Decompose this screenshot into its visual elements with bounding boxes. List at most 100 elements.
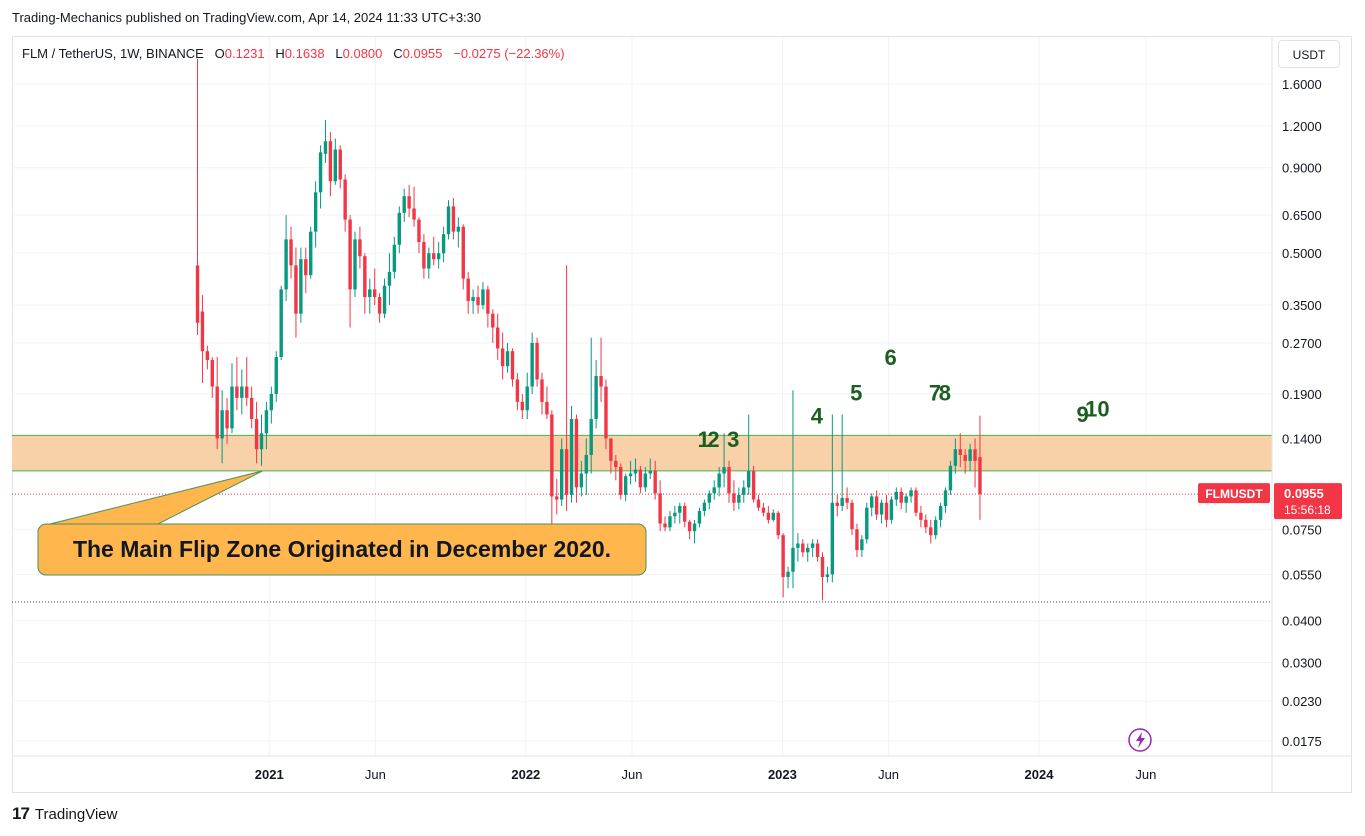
legend-close-label: C <box>393 46 403 61</box>
candle-body <box>761 507 766 513</box>
candle-body <box>269 394 274 411</box>
y-tick-label: 0.9000 <box>1282 161 1322 176</box>
candle-down <box>663 516 667 532</box>
candle-up <box>860 535 864 557</box>
candle-body <box>323 141 328 154</box>
candle-down <box>845 487 849 510</box>
candle-up <box>692 519 697 544</box>
candle-body <box>687 521 692 532</box>
y-tick-label: 0.0750 <box>1282 522 1322 537</box>
legend-low: 0.0800 <box>342 46 383 61</box>
candle-body <box>717 473 721 488</box>
candle-body <box>742 487 746 495</box>
chart-frame <box>12 36 1352 793</box>
candle-up <box>953 438 958 474</box>
candle-body <box>392 244 397 272</box>
candle-up <box>259 414 264 466</box>
candle-body <box>673 512 677 517</box>
candle-down <box>476 285 480 314</box>
candle-up <box>382 278 387 319</box>
candle-body <box>771 512 775 520</box>
candle-down <box>973 438 977 488</box>
tradingview-logo-icon: 17 <box>12 804 30 823</box>
candle-body <box>313 192 318 232</box>
candle-down <box>727 460 731 503</box>
candle-up <box>387 253 392 306</box>
candle-body <box>638 469 643 488</box>
candle-body <box>545 401 549 415</box>
candle-down <box>520 394 525 420</box>
candle-down <box>500 332 505 380</box>
candle-down <box>200 295 205 383</box>
x-tick-label: Jun <box>621 767 642 782</box>
candle-body <box>510 351 515 380</box>
footer[interactable]: 17 TradingView <box>12 804 117 824</box>
candle-down <box>348 215 352 328</box>
candle-body <box>446 206 451 235</box>
x-tick-label: 2024 <box>1025 767 1055 782</box>
candle-body <box>609 438 613 461</box>
candle-body <box>953 449 958 466</box>
candle-body <box>569 419 574 495</box>
candle-body <box>648 470 652 474</box>
candle-up <box>525 372 529 420</box>
candle-up <box>889 496 894 524</box>
candle-body <box>249 397 254 420</box>
candle-body <box>978 457 982 495</box>
callout-text: The Main Flip Zone Originated in Decembe… <box>73 536 611 562</box>
candle-down <box>766 506 771 524</box>
x-tick-label: 2022 <box>511 767 540 782</box>
candle-body <box>756 499 761 508</box>
symbol-legend[interactable]: FLM / TetherUS, 1W, BINANCE O0.1231 H0.1… <box>22 46 565 61</box>
currency-button[interactable]: USDT <box>1278 40 1340 68</box>
candle-body <box>559 449 564 500</box>
candle-body <box>678 506 682 513</box>
legend-high-label: H <box>275 46 285 61</box>
x-tick-label: 2021 <box>255 767 284 782</box>
y-tick-label: 1.6000 <box>1282 77 1322 92</box>
candle-body <box>476 297 480 306</box>
count-label-5: 5 <box>850 380 862 405</box>
candle-body <box>855 529 859 551</box>
candle-up <box>323 119 328 163</box>
candle-down <box>884 494 889 528</box>
candle-up <box>628 460 633 485</box>
candle-body <box>899 491 903 503</box>
candle-up <box>318 145 323 209</box>
candle-body <box>220 410 224 439</box>
candle-up <box>904 493 908 513</box>
candle-body <box>727 467 731 494</box>
candle-body <box>796 543 800 548</box>
candle-body <box>525 386 529 411</box>
candle-down <box>732 480 736 512</box>
y-tick-label: 0.0550 <box>1282 567 1322 582</box>
candle-body <box>850 502 854 530</box>
candle-down <box>850 499 854 536</box>
candle-body <box>289 239 293 266</box>
candle-up <box>269 386 274 424</box>
callout: The Main Flip Zone Originated in Decembe… <box>37 470 647 576</box>
candle-body <box>353 239 357 290</box>
candle-down <box>535 337 539 387</box>
price-tags: FLMUSDT 0.0955 15:56:18 <box>1198 483 1342 520</box>
legend-high: 0.1638 <box>284 46 325 61</box>
y-tick-label: 0.1400 <box>1282 431 1322 446</box>
candle-body <box>432 253 436 260</box>
candle-body <box>200 311 205 352</box>
candle-body <box>938 506 943 520</box>
candle-up <box>796 533 800 562</box>
candle-up <box>746 414 751 495</box>
candle-body <box>505 351 510 367</box>
candle-up <box>712 480 716 500</box>
candle-body <box>195 265 200 323</box>
count-label-8: 8 <box>939 380 951 405</box>
candle-body <box>683 506 687 522</box>
candle-body <box>348 219 352 290</box>
candle-up <box>786 566 790 589</box>
candle-body <box>904 496 908 503</box>
candle-down <box>599 337 603 402</box>
candle-up <box>870 493 874 517</box>
candle-body <box>663 523 667 528</box>
y-tick-label: 0.0300 <box>1282 656 1322 671</box>
